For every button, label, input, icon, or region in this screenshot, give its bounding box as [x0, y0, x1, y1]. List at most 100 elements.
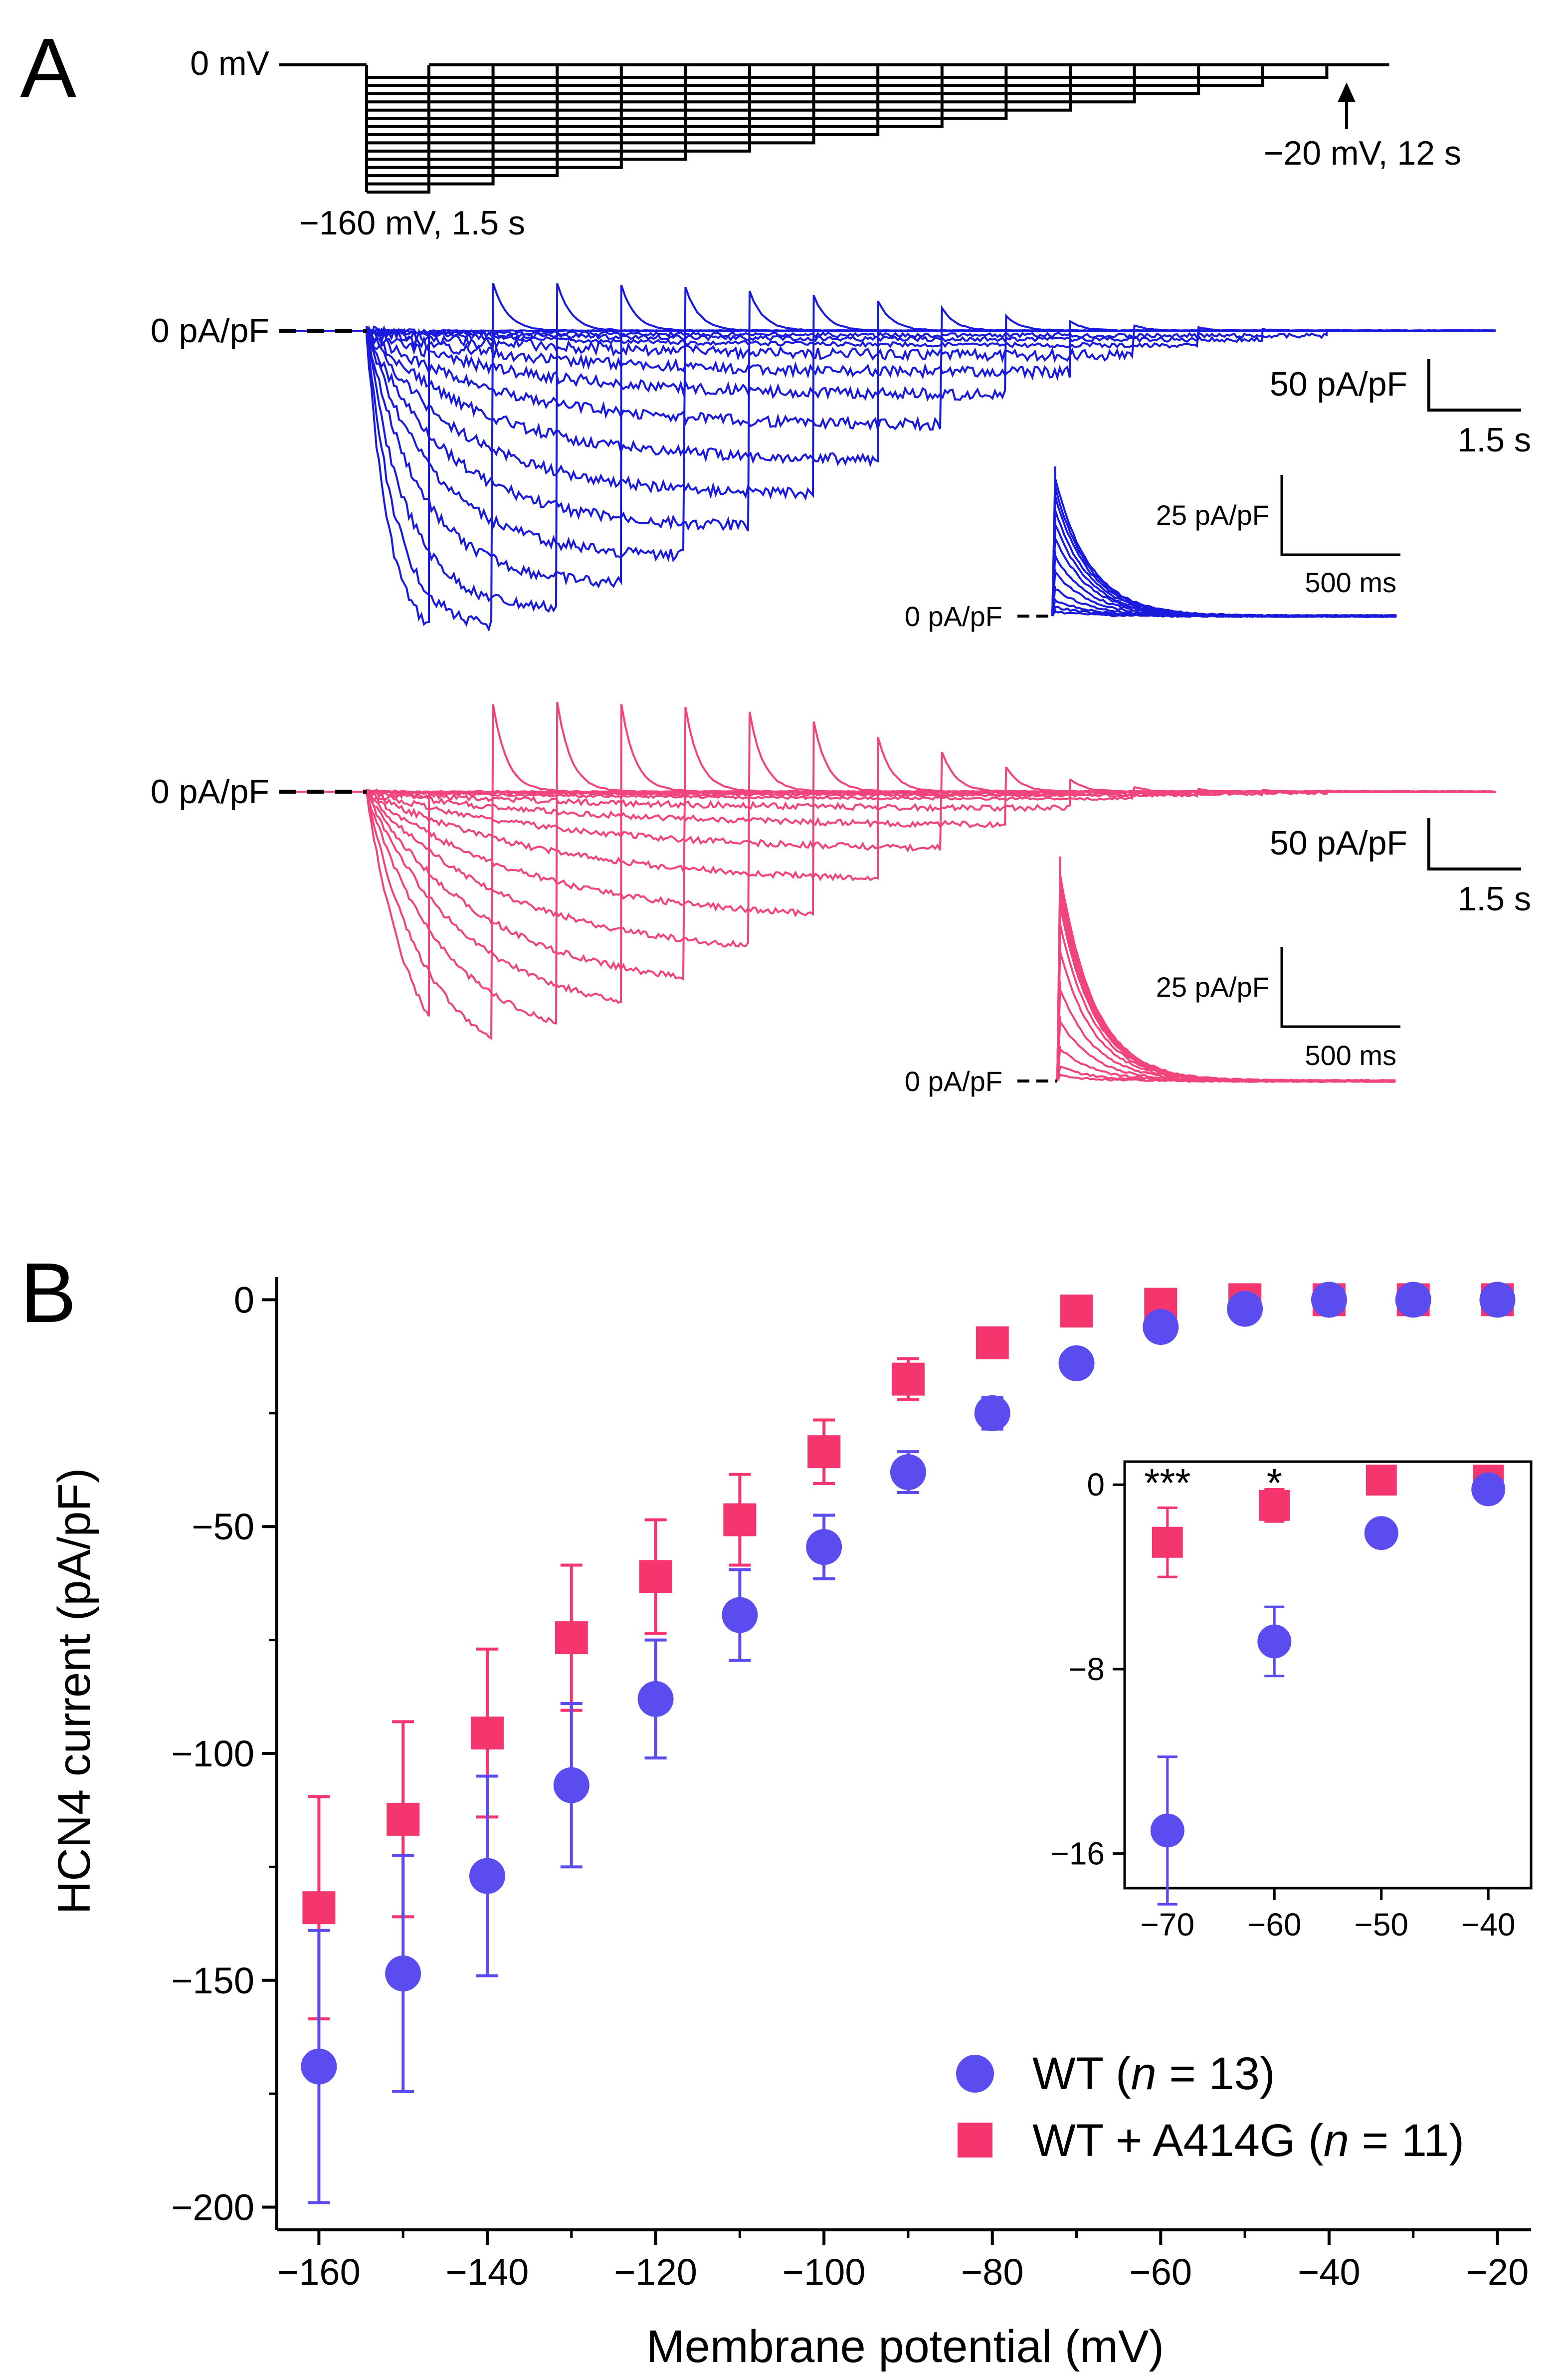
- mut-zero-label: 0 pA/pF: [151, 773, 269, 811]
- data-point-mutant: [723, 1503, 757, 1536]
- protocol-step-label: −160 mV, 1.5 s: [299, 204, 525, 242]
- data-point-wt: [974, 1395, 1010, 1431]
- wt-current-traces: [279, 282, 1496, 633]
- iv-chart: −160 −140 −120 −100 −80 −60 −40 −200−50−100−150…: [171, 1277, 1531, 2293]
- y-tick-label: −50: [192, 1506, 254, 1547]
- protocol-holding-label: 0 mV: [190, 44, 269, 82]
- legend-wt-name: WT: [1032, 2048, 1103, 2099]
- protocol-arrow: [1338, 82, 1356, 129]
- wt-inset-scale-time: 500 ms: [1305, 567, 1396, 598]
- data-point-wt: [301, 2048, 337, 2085]
- protocol-step: [367, 65, 880, 136]
- y-axis-title: HCN4 current (pA/pF): [49, 1468, 100, 1915]
- x-tick-label: −60: [1130, 2251, 1192, 2293]
- protocol-step: [367, 65, 1072, 112]
- iv-inset-chart: −70 −60 −50 −400−8−16*** *: [1050, 1460, 1533, 1943]
- protocol-step: [367, 65, 1264, 87]
- current-trace: [279, 701, 1495, 1025]
- current-trace: [279, 721, 1496, 918]
- mut-scale-current: 50 pA/pF: [1270, 824, 1407, 862]
- data-point-wt: [469, 1858, 505, 1894]
- tail-trace: [1051, 607, 1397, 619]
- current-trace: [279, 789, 1495, 796]
- inset-point-wt: [1364, 1516, 1398, 1550]
- wt-scale-time: 1.5 s: [1458, 421, 1531, 459]
- legend-wt-n: 13: [1209, 2048, 1260, 2099]
- wt-inset-scale-bar: [1280, 475, 1400, 556]
- y-tick-label: −100: [171, 1733, 254, 1774]
- significance-marker: ***: [1144, 1461, 1190, 1505]
- protocol-step: [367, 65, 430, 194]
- data-point-wt: [1143, 1309, 1179, 1345]
- protocol-step: [367, 65, 1008, 120]
- legend-n-symbol: n: [1324, 2115, 1349, 2166]
- data-point-wt: [722, 1597, 758, 1633]
- data-point-wt: [385, 1955, 421, 1992]
- x-tick-label: −100: [783, 2251, 866, 2293]
- significance-marker: *: [1267, 1461, 1282, 1505]
- x-axis-title: Membrane potential (mV): [646, 2321, 1164, 2372]
- inset-point-wt: [1257, 1624, 1292, 1659]
- wt-tail-inset-traces: [1051, 466, 1397, 619]
- mutant-current-traces: [279, 701, 1496, 1041]
- data-point-wt: [1395, 1282, 1431, 1318]
- data-point-mutant: [555, 1621, 588, 1655]
- protocol-step: [367, 65, 815, 145]
- x-tick-label: −140: [446, 2251, 529, 2293]
- mut-inset-scale-bar: [1280, 947, 1400, 1028]
- legend-wt-label: WT (n = 13): [1032, 2048, 1275, 2099]
- data-point-mutant: [639, 1560, 672, 1593]
- protocol-step: [367, 65, 623, 169]
- inset-x-tick-label: −70: [1141, 1907, 1195, 1943]
- data-point-mutant: [891, 1362, 925, 1396]
- protocol-step: [367, 65, 1200, 95]
- inset-x-tick-label: −60: [1247, 1907, 1302, 1943]
- protocol-step: [367, 65, 495, 186]
- legend-mut-label: WT + A414G (n = 11): [1032, 2115, 1464, 2166]
- tail-trace: [1056, 1073, 1396, 1083]
- panel-b-label: B: [20, 1246, 76, 1340]
- protocol-step: [367, 65, 1329, 79]
- legend-wt-marker: [956, 2055, 994, 2093]
- x-tick-label: −80: [961, 2251, 1024, 2293]
- data-point-wt: [637, 1681, 674, 1717]
- mut-inset-scale-time: 500 ms: [1305, 1040, 1396, 1071]
- panel-a-label: A: [20, 21, 77, 116]
- x-tick-label: −20: [1466, 2251, 1529, 2293]
- wt-inset-scale-current: 25 pA/pF: [1156, 499, 1269, 531]
- data-point-wt: [806, 1529, 842, 1565]
- legend-mut-name: WT + A414G: [1032, 2115, 1296, 2166]
- data-point-mutant: [302, 1891, 336, 1925]
- wt-zero-label: 0 pA/pF: [151, 312, 269, 350]
- data-point-mutant: [1060, 1295, 1093, 1328]
- data-point-wt: [1227, 1291, 1263, 1327]
- inset-x-tick-label: −50: [1354, 1907, 1408, 1943]
- data-point-wt: [553, 1767, 589, 1803]
- wt-inset-zero-label: 0 pA/pF: [905, 601, 1002, 632]
- data-point-wt: [1311, 1282, 1347, 1318]
- inset-point-mutant: [1366, 1464, 1397, 1496]
- y-tick-label: 0: [234, 1279, 254, 1320]
- current-trace: [279, 326, 1494, 349]
- wt-scale-current: 50 pA/pF: [1270, 365, 1407, 403]
- y-tick-label: −200: [171, 2187, 254, 2228]
- inset-y-tick-label: 0: [1087, 1467, 1105, 1503]
- mut-inset-zero-label: 0 pA/pF: [905, 1066, 1002, 1097]
- current-trace: [279, 704, 1495, 1041]
- current-trace: [279, 328, 1495, 340]
- current-trace: [279, 290, 1496, 532]
- data-point-mutant: [387, 1802, 420, 1836]
- y-tick-label: −150: [171, 1960, 254, 2001]
- inset-y-tick-label: −16: [1050, 1836, 1105, 1872]
- x-tick-label: −120: [614, 2251, 697, 2293]
- data-point-wt: [890, 1454, 926, 1491]
- data-point-mutant: [807, 1435, 841, 1469]
- voltage-protocol: [279, 63, 1389, 194]
- inset-x-tick-label: −40: [1461, 1907, 1516, 1943]
- mut-inset-scale-current: 25 pA/pF: [1156, 971, 1269, 1003]
- data-point-mutant: [470, 1717, 504, 1750]
- legend-mut-marker: [958, 2123, 992, 2158]
- inset-point-wt: [1150, 1813, 1184, 1848]
- mut-scale-bar: [1427, 818, 1521, 870]
